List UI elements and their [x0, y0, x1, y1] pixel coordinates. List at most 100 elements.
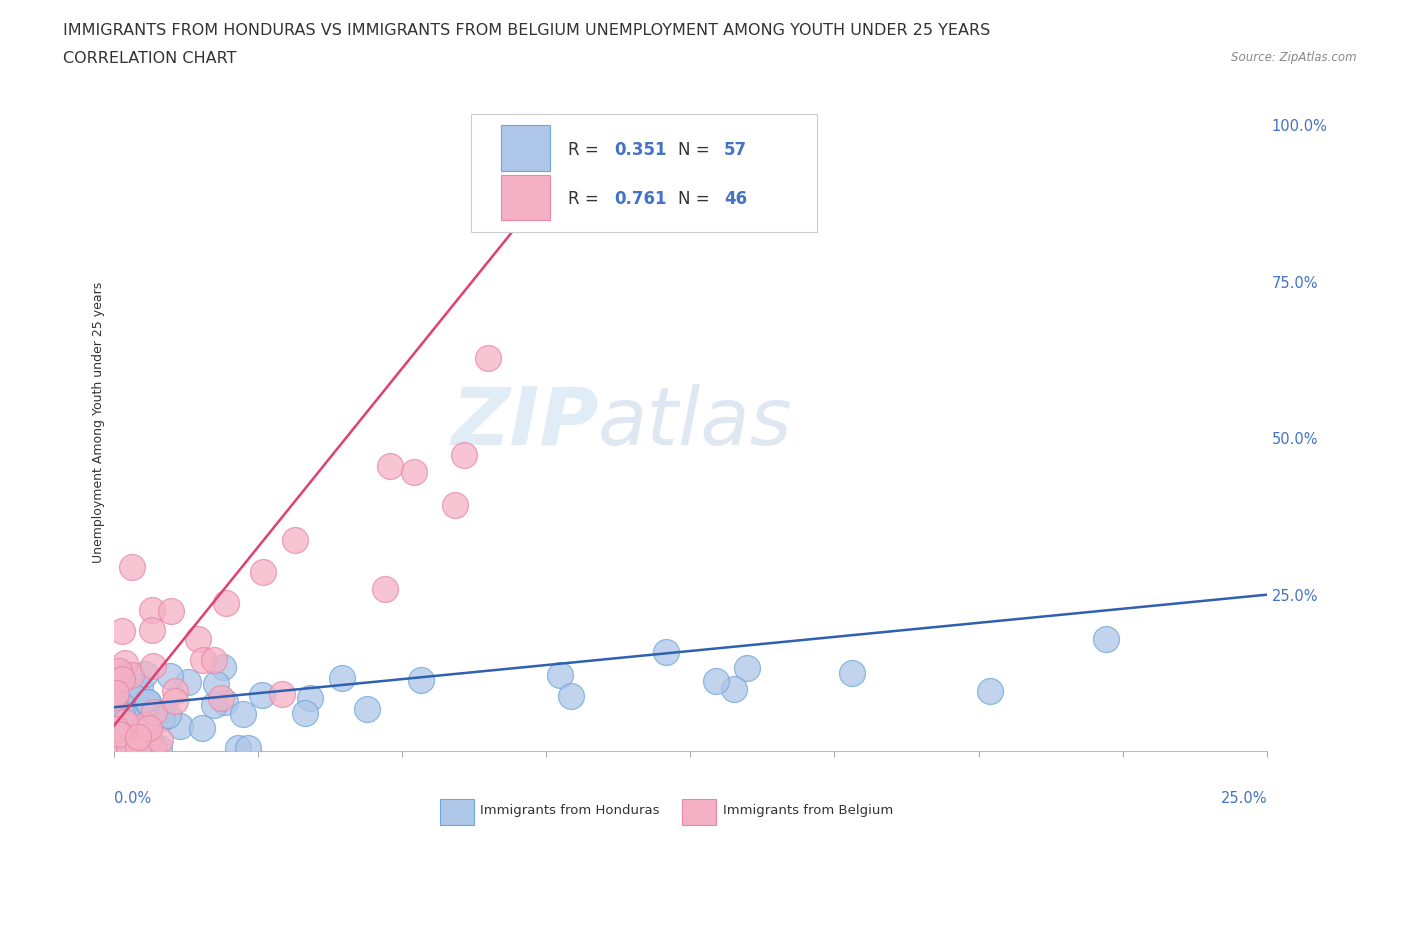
Point [374, 581, 396, 596]
Point [138, 720, 160, 735]
Point [294, 706, 316, 721]
Point [136, 695, 159, 710]
Point [111, 708, 134, 723]
Point [129, 712, 152, 727]
Point [232, 707, 254, 722]
Text: R =: R = [568, 140, 605, 159]
Point [163, 684, 186, 698]
Point [104, 740, 127, 755]
Point [202, 653, 225, 668]
Point [1094, 631, 1116, 646]
Point [444, 498, 467, 512]
Point [191, 721, 214, 736]
Point [226, 740, 249, 755]
Text: 57: 57 [724, 140, 747, 159]
FancyBboxPatch shape [471, 113, 817, 232]
Point [104, 698, 127, 712]
Point [404, 465, 426, 480]
Point [110, 683, 132, 698]
Point [108, 726, 131, 741]
Point [136, 696, 159, 711]
Point [110, 680, 132, 695]
Point [136, 711, 159, 726]
Point [120, 668, 142, 683]
Text: Source: ZipAtlas.com: Source: ZipAtlas.com [1232, 51, 1357, 64]
Text: 0.351: 0.351 [614, 140, 666, 159]
Point [114, 715, 136, 730]
Point [284, 533, 307, 548]
Point [111, 671, 134, 686]
Text: 46: 46 [724, 190, 747, 208]
Point [108, 664, 131, 679]
Point [177, 674, 200, 689]
Point [841, 666, 863, 681]
Point [135, 695, 157, 710]
Point [735, 660, 758, 675]
Point [142, 740, 165, 755]
Point [453, 447, 475, 462]
Point [299, 690, 322, 705]
Point [141, 740, 163, 755]
Point [723, 682, 745, 697]
Point [120, 735, 142, 750]
Point [108, 711, 131, 725]
Point [149, 733, 172, 748]
Point [215, 595, 238, 610]
Point [120, 686, 142, 701]
Point [150, 706, 173, 721]
Point [110, 667, 132, 682]
Point [118, 718, 141, 733]
FancyBboxPatch shape [501, 175, 550, 220]
Point [115, 733, 138, 748]
Point [187, 631, 209, 646]
Point [121, 560, 143, 575]
Point [134, 718, 156, 733]
Point [212, 659, 235, 674]
Point [979, 684, 1001, 698]
Point [136, 732, 159, 747]
Y-axis label: Unemployment Among Youth under 25 years: Unemployment Among Youth under 25 years [93, 282, 105, 564]
Point [141, 603, 163, 618]
Point [128, 740, 150, 755]
Point [560, 688, 582, 703]
Text: 0.761: 0.761 [614, 190, 666, 208]
Point [356, 702, 378, 717]
Text: N =: N = [678, 190, 714, 208]
Point [150, 711, 173, 725]
Point [104, 685, 127, 700]
Point [104, 722, 127, 737]
Point [202, 698, 225, 712]
Point [270, 686, 292, 701]
Point [127, 740, 149, 755]
Point [122, 729, 145, 744]
Point [156, 708, 179, 723]
Point [104, 674, 127, 689]
Point [655, 644, 678, 659]
Point [409, 672, 432, 687]
FancyBboxPatch shape [501, 126, 550, 171]
Point [127, 729, 149, 744]
Text: R =: R = [568, 190, 605, 208]
Point [205, 676, 228, 691]
FancyBboxPatch shape [440, 799, 474, 825]
Point [105, 707, 128, 722]
Point [252, 565, 274, 579]
Text: 0.0%: 0.0% [114, 790, 150, 805]
Point [143, 704, 166, 719]
Point [193, 653, 215, 668]
Point [163, 693, 186, 708]
Point [330, 670, 353, 684]
Text: Immigrants from Belgium: Immigrants from Belgium [723, 804, 893, 817]
Point [159, 669, 181, 684]
Point [548, 668, 571, 683]
Point [118, 740, 141, 755]
Point [104, 690, 127, 705]
Point [104, 717, 127, 732]
Point [214, 695, 236, 710]
FancyBboxPatch shape [682, 799, 716, 825]
Point [142, 658, 165, 673]
Point [148, 740, 170, 755]
Point [108, 740, 131, 755]
Point [169, 719, 191, 734]
Point [138, 716, 160, 731]
